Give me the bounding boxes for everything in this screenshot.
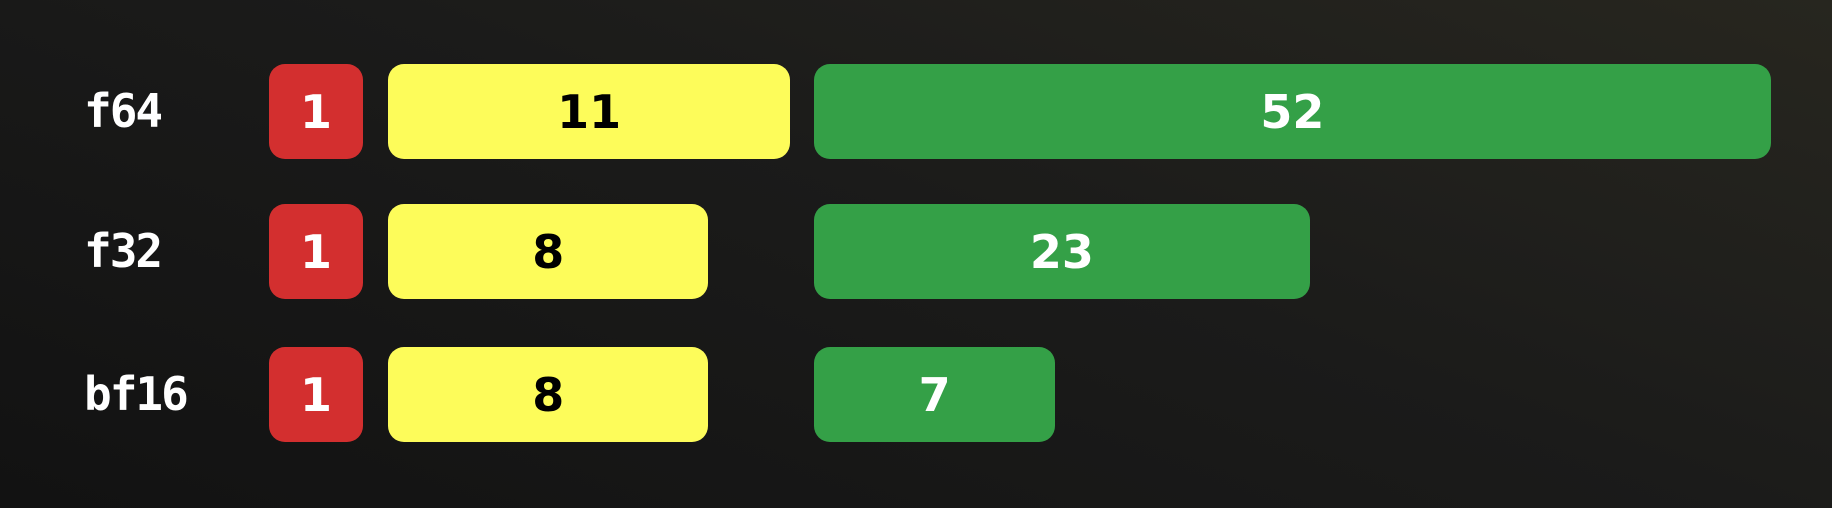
category-label: f64 xyxy=(84,84,163,138)
row-bf16: bf16 1 8 7 xyxy=(0,347,1832,442)
data-label: 1 xyxy=(299,84,332,139)
data-label: 7 xyxy=(918,367,951,422)
bar-series-0: 1 xyxy=(269,347,363,442)
category-label: f32 xyxy=(84,224,163,278)
bar-series-2: 52 xyxy=(814,64,1771,159)
data-label: 23 xyxy=(1029,224,1094,279)
bar-series-2: 7 xyxy=(814,347,1056,442)
data-label: 1 xyxy=(299,367,332,422)
data-label: 1 xyxy=(299,224,332,279)
data-label: 8 xyxy=(532,224,565,279)
bar-series-1: 8 xyxy=(388,347,709,442)
bar-series-2: 23 xyxy=(814,204,1310,299)
bar-series-1: 8 xyxy=(388,204,709,299)
row-f32: f32 1 8 23 xyxy=(0,204,1832,299)
data-label: 8 xyxy=(532,367,565,422)
bar-series-0: 1 xyxy=(269,64,363,159)
bar-series-0: 1 xyxy=(269,204,363,299)
data-label: 52 xyxy=(1260,84,1325,139)
category-label: bf16 xyxy=(84,367,189,421)
data-label: 11 xyxy=(557,84,622,139)
row-f64: f64 1 11 52 xyxy=(0,64,1832,159)
bar-series-1: 11 xyxy=(388,64,791,159)
